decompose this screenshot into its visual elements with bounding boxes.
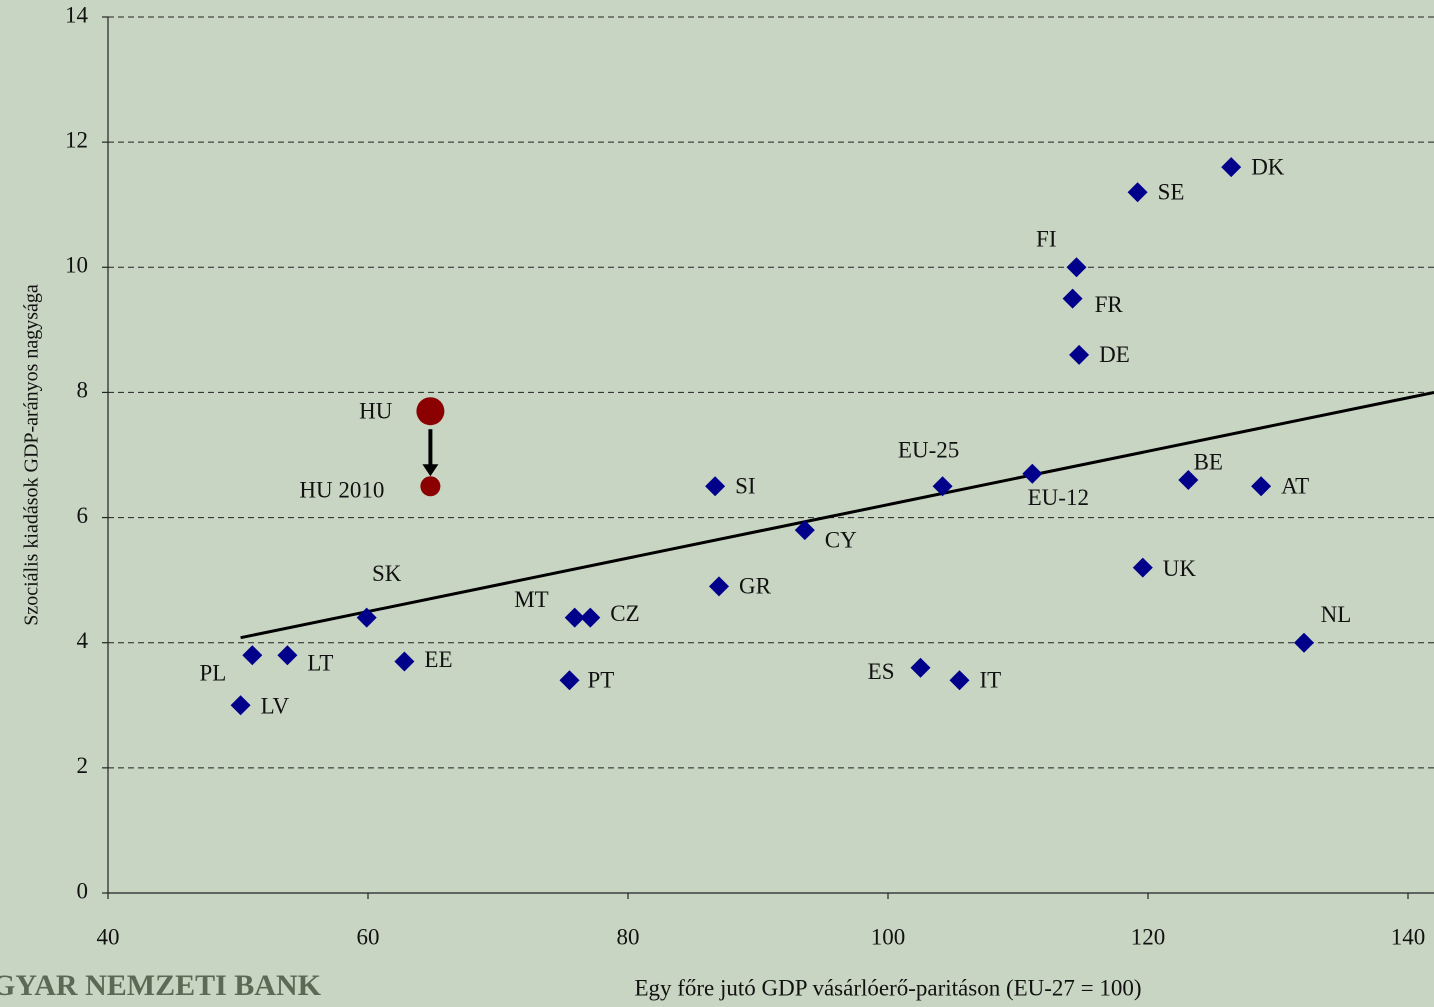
point-label: EU-12 <box>1028 485 1089 510</box>
point-label: LT <box>307 651 333 676</box>
x-tick-label: 60 <box>357 924 380 949</box>
point-label: DK <box>1251 154 1285 179</box>
point <box>910 657 931 678</box>
y-tick-label: 10 <box>65 253 88 278</box>
point <box>242 645 263 666</box>
point-label: GR <box>739 574 772 599</box>
point-label: CY <box>825 527 857 552</box>
point <box>394 651 415 672</box>
point-label: NL <box>1321 602 1352 627</box>
y-tick-label: 14 <box>65 2 89 27</box>
x-tick-label: 100 <box>871 924 906 949</box>
y-tick-label: 2 <box>77 753 89 778</box>
point-label: CZ <box>610 601 639 626</box>
y-tick-label: 4 <box>77 628 89 653</box>
point-label: IT <box>980 668 1002 693</box>
point-label: PT <box>588 668 615 693</box>
point-label: FI <box>1036 227 1056 252</box>
point <box>356 607 377 628</box>
point-label: FR <box>1095 292 1124 317</box>
point <box>1294 632 1314 653</box>
point <box>1069 344 1090 365</box>
point <box>1221 157 1242 178</box>
point <box>420 476 441 497</box>
watermark: GYAR NEMZETI BANK <box>0 969 322 1002</box>
x-tick-label: 80 <box>617 924 640 949</box>
point <box>1178 470 1199 491</box>
point <box>416 397 445 426</box>
point <box>580 607 601 628</box>
arrow-head <box>422 464 439 477</box>
x-tick-label: 140 <box>1391 924 1426 949</box>
y-tick-label: 0 <box>77 878 89 903</box>
y-tick-label: 6 <box>77 503 89 528</box>
point-label: EU-25 <box>898 438 959 463</box>
point-label: LV <box>261 694 290 719</box>
point-label: EE <box>424 647 452 672</box>
point-label: BE <box>1194 449 1223 474</box>
y-tick-label: 12 <box>65 127 88 152</box>
point <box>559 670 580 691</box>
point-label: SK <box>372 561 402 586</box>
y-axis-label: Szociális kiadások GDP-arányos nagysága <box>21 284 43 626</box>
point <box>1127 182 1148 203</box>
point <box>564 607 585 628</box>
point-label: ES <box>868 659 895 684</box>
point-label: SE <box>1158 179 1185 204</box>
point-label: HU <box>359 398 393 423</box>
point <box>705 476 726 497</box>
x-axis-label: Egy főre jutó GDP vásárlóerő-paritáson (… <box>634 975 1141 1000</box>
point <box>277 645 298 666</box>
point <box>1066 257 1087 278</box>
point-label: DE <box>1099 342 1130 367</box>
point <box>1251 476 1272 497</box>
point <box>794 520 815 541</box>
x-tick-label: 40 <box>97 924 120 949</box>
point-label: AT <box>1281 474 1309 499</box>
point-label: MT <box>514 587 549 612</box>
point <box>932 476 953 497</box>
point <box>1132 557 1153 578</box>
point <box>230 695 251 716</box>
x-tick-label: 120 <box>1131 924 1166 949</box>
trendline <box>240 390 1434 640</box>
point-label: SI <box>735 474 755 499</box>
point-label: PL <box>199 661 226 686</box>
point <box>949 670 970 691</box>
point <box>1062 288 1083 309</box>
point <box>709 576 729 597</box>
point-label: UK <box>1163 556 1197 581</box>
point <box>1022 463 1043 484</box>
point-label: HU 2010 <box>299 478 384 503</box>
y-tick-label: 8 <box>77 378 89 403</box>
